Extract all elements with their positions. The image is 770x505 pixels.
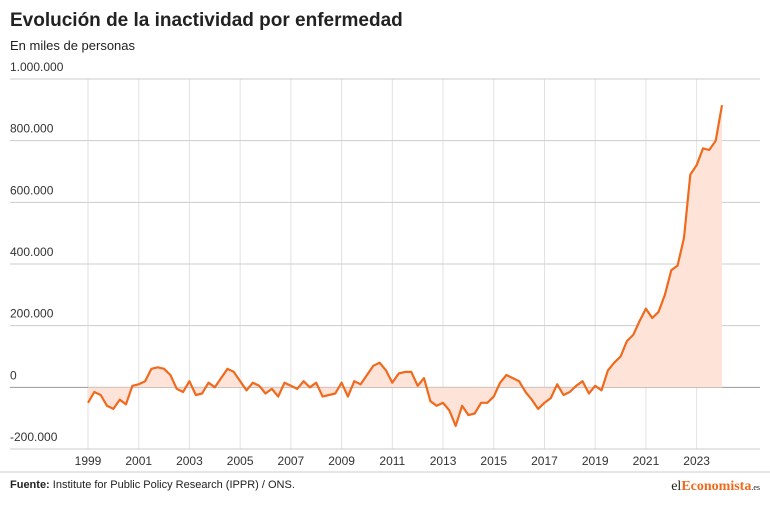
- logo-economista: Economista: [681, 479, 751, 494]
- y-tick-label: 200.000: [10, 307, 54, 321]
- y-tick-label: 600.000: [10, 183, 54, 197]
- area: [88, 105, 722, 426]
- x-tick-label: 1999: [75, 454, 102, 468]
- chart-title: Evolución de la inactividad por enfermed…: [10, 10, 403, 31]
- y-tick-label: 1.000.000: [10, 60, 64, 74]
- x-tick-label: 2017: [531, 454, 558, 468]
- chart-subtitle: En miles de personas: [10, 38, 136, 53]
- x-tick-label: 2023: [683, 454, 710, 468]
- x-tick-label: 2011: [379, 454, 405, 468]
- x-tick-label: 2003: [176, 454, 203, 468]
- source-label: Fuente:: [10, 479, 50, 491]
- x-tick-label: 2005: [227, 454, 254, 468]
- x-tick-label: 2001: [125, 454, 152, 468]
- logo: elEconomista.es: [671, 479, 760, 494]
- source: Fuente: Institute for Public Policy Rese…: [10, 479, 295, 491]
- x-tick-label: 2019: [582, 454, 609, 468]
- x-tick-label: 2013: [430, 454, 457, 468]
- y-tick-label: -200.000: [10, 430, 58, 444]
- y-tick-label: 400.000: [10, 245, 54, 259]
- x-tick-label: 2009: [328, 454, 355, 468]
- logo-es: .es: [751, 483, 760, 492]
- line: [87, 105, 724, 427]
- x-tick-label: 2007: [278, 454, 305, 468]
- y-tick-label: 0: [10, 368, 17, 382]
- logo-el: el: [671, 479, 681, 494]
- x-tick-label: 2021: [633, 454, 660, 468]
- y-tick-label: 800.000: [10, 122, 54, 136]
- x-tick-label: 2015: [480, 454, 507, 468]
- source-text: Institute for Public Policy Research (IP…: [50, 479, 295, 491]
